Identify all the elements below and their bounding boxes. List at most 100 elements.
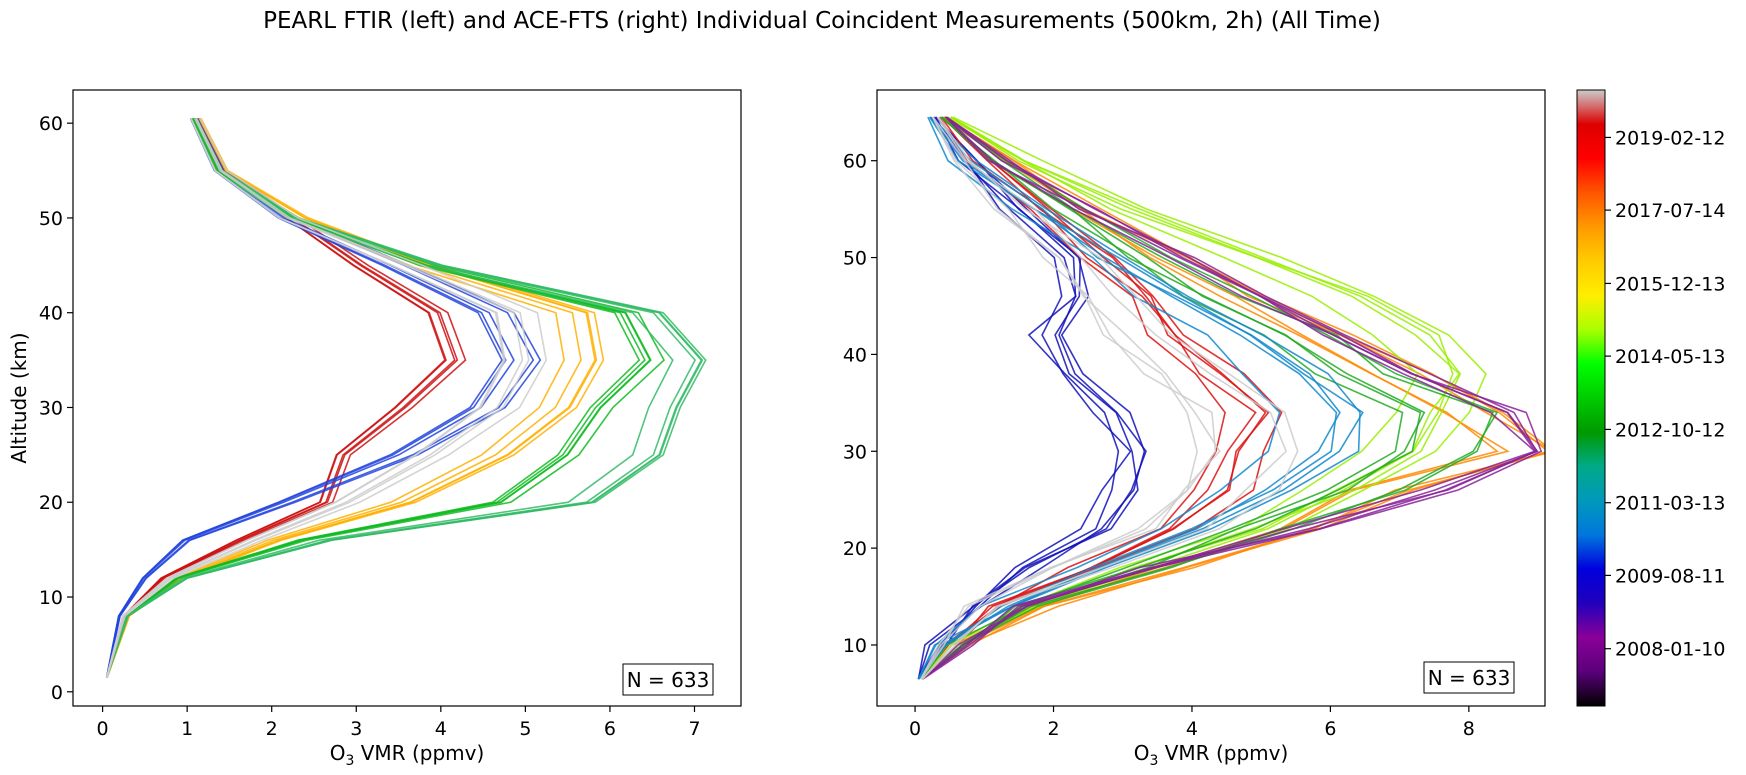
left-x-tick-label: 4: [435, 718, 447, 740]
right-profile-curve: [921, 116, 1270, 680]
right-y-tick-label: 10: [843, 635, 867, 657]
left-x-axis-label: O3 VMR (ppmv): [330, 741, 485, 769]
right-x-tick-label: 4: [1186, 718, 1198, 740]
right-x-tick-label: 6: [1324, 718, 1336, 740]
colorbar-tick-label: 2017-07-14: [1615, 200, 1725, 222]
left-profile-curve: [105, 118, 505, 678]
left-y-axis-label: Altitude (km): [7, 332, 31, 463]
left-x-tick-label: 5: [519, 718, 531, 740]
right-y-tick-label: 60: [843, 151, 867, 173]
right-x-tick-label: 0: [909, 718, 921, 740]
left-y-tick-label: 20: [39, 492, 63, 514]
colorbar-tick-label: 2009-08-11: [1615, 565, 1725, 587]
left-profile-curve: [106, 118, 548, 678]
right-y-tick-label: 30: [843, 441, 867, 463]
left-profile-curve: [106, 118, 524, 678]
colorbar-tick-label: 2008-01-10: [1615, 639, 1725, 661]
right-y-tick-label: 50: [843, 248, 867, 270]
right-profile-curve: [922, 116, 1545, 680]
left-profile-curve: [106, 118, 605, 678]
right-profile-curve: [920, 116, 1217, 680]
right-plot-frame: [876, 89, 1546, 707]
left-profile-curve: [105, 118, 651, 678]
left-profile-curve: [105, 118, 674, 678]
right-profile-curve: [920, 116, 1419, 680]
right-profile-curve: [922, 116, 1537, 680]
left-x-tick-label: 0: [97, 718, 109, 740]
colorbar-tick-label: 2012-10-12: [1615, 419, 1725, 441]
left-plot-frame: [72, 89, 742, 707]
svg-text:N = 633: N = 633: [627, 668, 710, 692]
left-y-tick-label: 40: [39, 303, 63, 325]
right-profile-curve: [921, 116, 1454, 680]
left-profile-curve: [105, 118, 646, 678]
right-y-ticks: 10 20 30 40 50 60: [843, 151, 877, 657]
left-profile-curve: [106, 118, 665, 678]
svg-text:N = 633: N = 633: [1428, 666, 1511, 690]
right-profile-curve: [918, 116, 1361, 680]
left-profile-curve: [106, 118, 542, 678]
left-profile-curve: [105, 118, 503, 678]
right-count-annotation: N = 633: [1423, 661, 1515, 694]
right-profile-curve: [921, 116, 1422, 680]
right-profile-curve: [920, 116, 1221, 680]
right-profile-curve: [918, 116, 1338, 680]
left-profile-curve: [106, 118, 535, 678]
right-profile-curve: [922, 116, 1487, 680]
left-profile-curve: [105, 118, 506, 678]
right-profile-curve: [922, 116, 1543, 680]
right-x-axis-label-subscript: 3: [1149, 753, 1158, 769]
left-profile-curve: [106, 118, 598, 678]
left-x-tick-label: 7: [688, 718, 700, 740]
right-profile-curve: [922, 116, 1494, 680]
left-y-tick-label: 0: [51, 682, 63, 704]
left-x-tick-label: 2: [266, 718, 278, 740]
figure-title: PEARL FTIR (left) and ACE-FTS (right) In…: [263, 8, 1381, 34]
left-panel: 0 1 2 3 4 5 6 7 0 10 20 30 40 50 60 O3 VMR (ppmv) Alt…: [7, 89, 742, 769]
left-y-tick-label: 10: [39, 587, 63, 609]
right-profile-curves: [917, 116, 1545, 680]
left-x-tick-label: 3: [350, 718, 362, 740]
left-profile-curve: [106, 118, 530, 678]
left-x-axis-label-subscript: 3: [345, 753, 354, 769]
left-profile-curve: [105, 118, 652, 678]
colorbar-strip: [1576, 89, 1606, 707]
colorbar-tick-label: 2019-02-12: [1615, 127, 1725, 149]
left-profile-curve: [105, 118, 507, 678]
colorbar-tick-label: 2011-03-13: [1615, 493, 1725, 515]
left-x-ticks: 0 1 2 3 4 5 6 7: [97, 706, 701, 740]
left-profile-curve: [106, 118, 596, 678]
right-profile-curve: [921, 116, 1267, 680]
left-y-ticks: 0 10 20 30 40 50 60: [39, 113, 73, 704]
left-profile-curve: [105, 118, 565, 678]
left-profile-curve: [106, 118, 697, 678]
left-y-tick-label: 60: [39, 113, 63, 135]
right-x-tick-label: 8: [1463, 718, 1475, 740]
colorbar-tick-label: 2015-12-13: [1615, 273, 1725, 295]
left-profile-curve: [105, 118, 641, 678]
right-x-tick-label: 2: [1047, 718, 1059, 740]
right-profile-curve: [918, 116, 1364, 680]
right-x-ticks: 0 2 4 6 8: [909, 706, 1475, 740]
left-profile-curves: [105, 118, 707, 678]
colorbar-tick-label: 2014-05-13: [1615, 346, 1725, 368]
right-profile-curve: [922, 116, 1499, 680]
right-profile-curve: [920, 116, 1199, 680]
right-y-tick-label: 40: [843, 344, 867, 366]
left-profile-curve: [105, 118, 515, 678]
right-x-axis-label: O3 VMR (ppmv): [1134, 741, 1289, 769]
left-y-tick-label: 30: [39, 397, 63, 419]
right-profile-curve: [917, 116, 1146, 680]
left-profile-curve: [106, 118, 582, 678]
right-panel: 0 2 4 6 8 10 20 30 40 50 60 O3 VMR (ppmv) N = 633: [843, 89, 1546, 769]
right-y-tick-label: 20: [843, 538, 867, 560]
left-x-tick-label: 1: [181, 718, 193, 740]
colorbar: 2008-01-10 2009-08-11 2011-03-13 2012-10-12…: [1576, 89, 1725, 707]
right-profile-curve: [918, 116, 1341, 680]
left-count-annotation: N = 633: [622, 663, 714, 696]
right-profile-curve: [922, 116, 1299, 680]
left-x-tick-label: 6: [604, 718, 616, 740]
left-y-tick-label: 50: [39, 208, 63, 230]
colorbar-ticks: 2008-01-10 2009-08-11 2011-03-13 2012-10-12…: [1605, 127, 1725, 661]
